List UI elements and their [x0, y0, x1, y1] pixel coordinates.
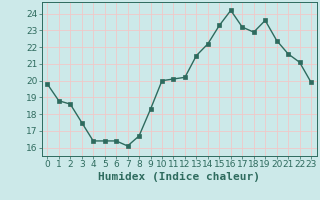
X-axis label: Humidex (Indice chaleur): Humidex (Indice chaleur) [98, 172, 260, 182]
